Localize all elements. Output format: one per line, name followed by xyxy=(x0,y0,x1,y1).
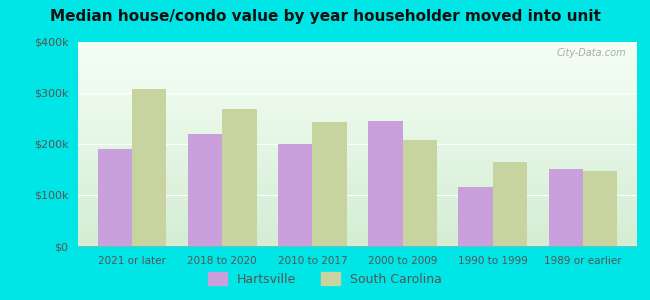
Legend: Hartsville, South Carolina: Hartsville, South Carolina xyxy=(203,267,447,291)
Text: City-Data.com: City-Data.com xyxy=(556,48,626,58)
Text: Median house/condo value by year householder moved into unit: Median house/condo value by year househo… xyxy=(49,9,601,24)
Bar xyxy=(458,187,493,246)
Bar xyxy=(313,122,346,246)
Bar xyxy=(278,144,313,246)
Bar xyxy=(369,121,402,246)
Bar xyxy=(493,162,527,246)
Bar xyxy=(583,170,617,246)
Bar xyxy=(188,134,222,246)
Bar xyxy=(222,109,257,246)
Bar xyxy=(98,149,132,246)
Bar xyxy=(132,89,166,246)
Bar xyxy=(402,140,437,246)
Bar xyxy=(549,169,583,246)
